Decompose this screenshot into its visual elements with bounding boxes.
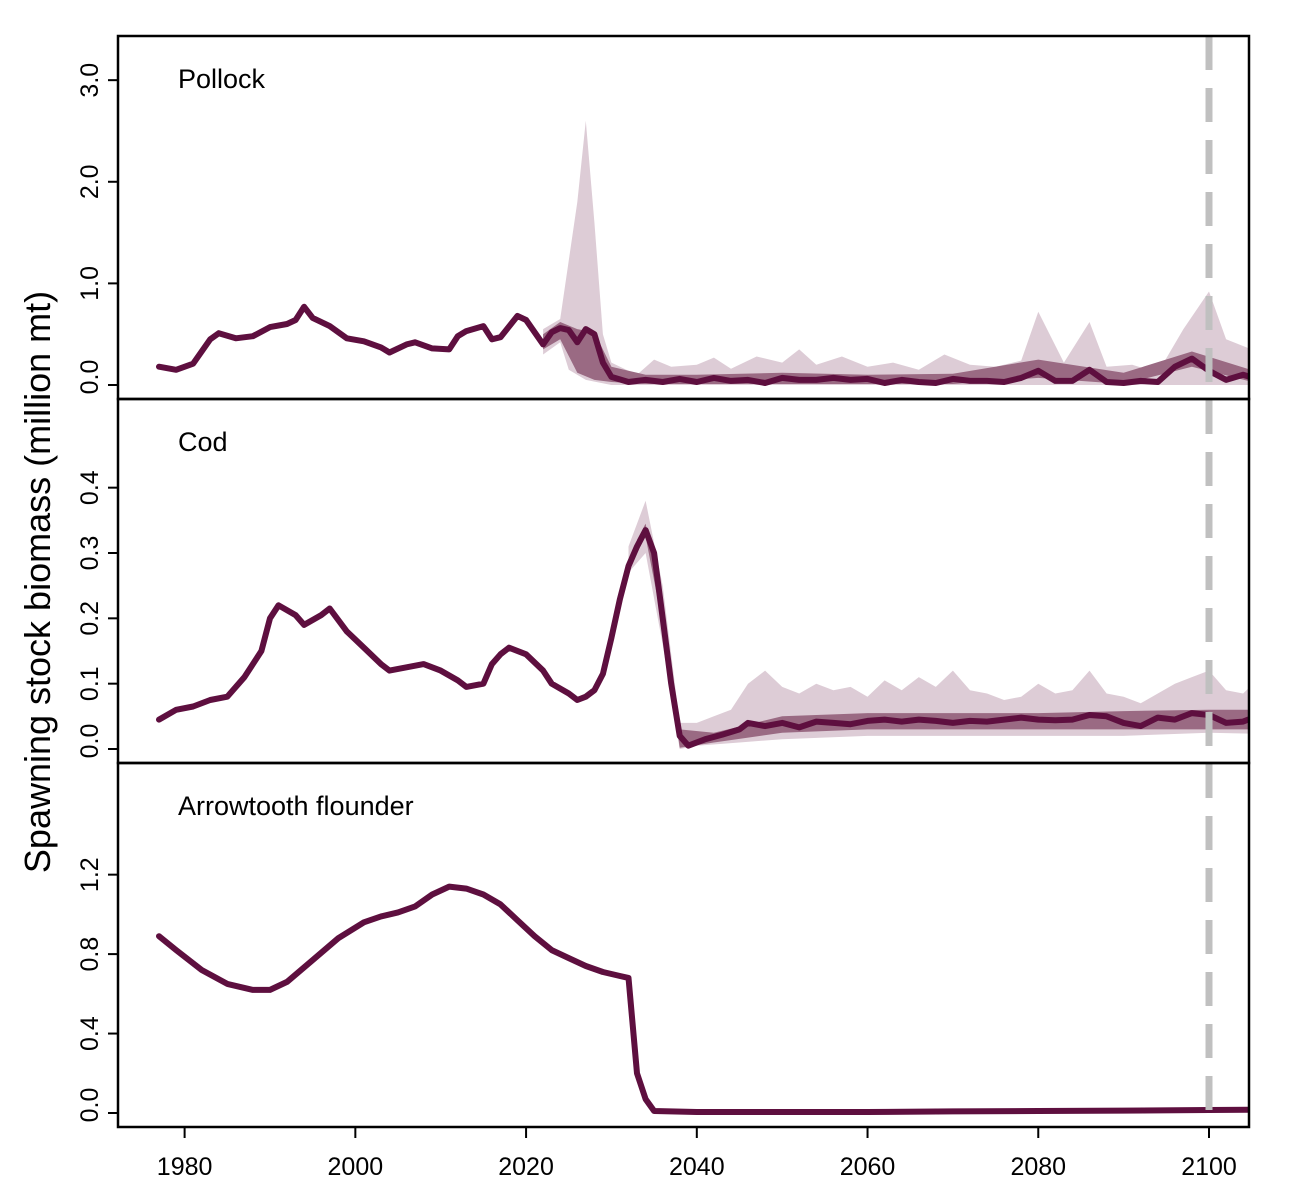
x-tick-label: 1980 (157, 1153, 213, 1181)
x-tick-label: 2000 (328, 1153, 384, 1181)
outer-interval-band (543, 120, 1249, 385)
y-tick-label: 0.1 (76, 666, 104, 701)
panel-1: Cod 0.0 0.1 0.2 0.3 0.4 (76, 427, 1249, 759)
y-tick-label: 0.0 (76, 724, 104, 759)
y-tick-label: 0.2 (76, 601, 104, 636)
panel-label: Pollock (178, 64, 266, 94)
x-tick-label: 2060 (840, 1153, 896, 1181)
panel-label: Arrowtooth flounder (178, 791, 414, 821)
y-tick-label: 0.4 (76, 1016, 104, 1051)
panel-frame-2 (116, 761, 1251, 1129)
median-series-line (156, 527, 1249, 749)
y-tick-label: 1.2 (76, 857, 104, 892)
y-axis-title: Spawning stock biomass (million mt) (17, 291, 58, 873)
outer-interval-band (628, 500, 1249, 749)
y-tick-label: 0.4 (76, 470, 104, 505)
x-tick-label: 2100 (1181, 1153, 1237, 1181)
y-tick-label: 0.3 (76, 536, 104, 571)
panel-2: Arrowtooth flounder 0.0 0.4 0.8 1.2 (76, 791, 1249, 1123)
panel-0: Pollock 0.0 1.0 2.0 3.0 (76, 63, 1249, 395)
inner-interval-band (543, 322, 1249, 384)
median-series-line (156, 303, 1249, 386)
panel-label: Cod (178, 427, 228, 457)
y-tick-label: 2.0 (76, 164, 104, 199)
y-tick-label: 0.8 (76, 937, 104, 972)
x-tick-label: 2020 (498, 1153, 554, 1181)
median-series-line (156, 883, 1249, 1115)
y-tick-label: 1.0 (76, 266, 104, 301)
y-tick-label: 0.0 (76, 360, 104, 395)
inner-interval-band (637, 523, 1249, 748)
x-tick-label: 2080 (1010, 1153, 1066, 1181)
x-tick-label: 2040 (669, 1153, 725, 1181)
y-tick-label: 3.0 (76, 63, 104, 98)
y-tick-label: 0.0 (76, 1088, 104, 1123)
